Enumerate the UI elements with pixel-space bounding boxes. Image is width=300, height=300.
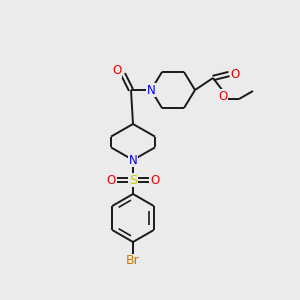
Text: O: O [230,68,240,80]
Text: N: N [147,83,155,97]
Text: O: O [218,89,228,103]
Text: S: S [129,173,137,187]
Text: O: O [112,64,122,77]
Text: N: N [129,154,137,166]
Text: O: O [106,173,116,187]
Text: Br: Br [126,254,140,268]
Text: O: O [150,173,160,187]
